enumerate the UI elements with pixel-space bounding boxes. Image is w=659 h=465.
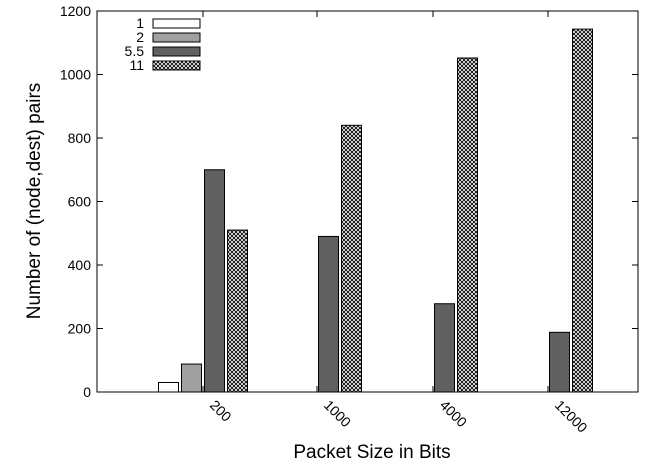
x-tick-label: 200 — [207, 397, 235, 425]
bar — [572, 28, 593, 393]
legend-label: 5.5 — [125, 43, 145, 59]
legend-swatch — [152, 60, 201, 71]
y-tick-label: 800 — [68, 130, 92, 146]
legend-swatch — [152, 32, 201, 43]
y-tick-label: 1200 — [60, 3, 91, 19]
y-tick-label: 1000 — [60, 67, 91, 83]
legend-label: 1 — [136, 15, 144, 31]
y-tick-label: 600 — [68, 194, 92, 210]
legend: 125.511 — [125, 15, 201, 73]
legend-label: 2 — [136, 29, 144, 45]
bar — [341, 124, 362, 393]
bar — [457, 57, 478, 393]
bar — [318, 235, 339, 393]
y-axis-title: Number of (node,dest) pairs — [24, 83, 45, 320]
bar — [158, 381, 179, 393]
x-tick-label: 1000 — [321, 397, 354, 430]
bar — [204, 169, 225, 393]
legend-swatch — [152, 46, 201, 57]
bars — [158, 28, 593, 393]
x-tick-label: 12000 — [552, 397, 591, 436]
bar — [434, 303, 455, 393]
x-axis-title: Packet Size in Bits — [293, 442, 450, 463]
bar — [227, 229, 248, 393]
y-tick-label: 0 — [83, 384, 91, 400]
x-axis: 200 1000 4000 12000 — [202, 11, 591, 436]
y-axis: 0 200 400 600 800 1000 1200 — [60, 3, 638, 400]
bar — [181, 363, 202, 393]
bar — [549, 331, 570, 393]
x-tick-label: 4000 — [437, 397, 470, 430]
legend-swatch — [152, 18, 201, 29]
legend-label: 11 — [129, 57, 144, 73]
y-tick-label: 400 — [68, 257, 92, 273]
y-tick-label: 200 — [68, 321, 92, 337]
